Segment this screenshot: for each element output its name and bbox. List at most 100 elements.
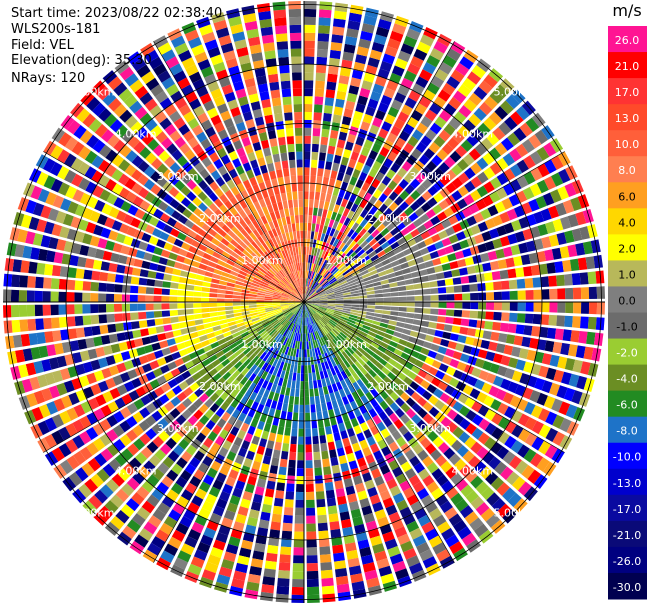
ray-gate: [498, 333, 508, 343]
ray-gate: [217, 289, 226, 294]
ray-gate: [420, 34, 435, 47]
ray-gate: [268, 365, 275, 375]
ray-gate: [416, 419, 428, 431]
ray-gate: [300, 317, 303, 326]
ray-gate: [187, 502, 200, 514]
ray-gate: [201, 308, 210, 313]
ray-gate: [357, 490, 368, 501]
ray-gate: [228, 536, 241, 547]
ray-gate: [518, 216, 530, 229]
ray-gate: [304, 16, 316, 25]
ray-gate: [268, 282, 277, 288]
ray-gate: [319, 304, 328, 307]
ray-gate: [264, 304, 273, 307]
ray-gate: [391, 99, 403, 111]
ray-gate: [268, 73, 279, 83]
ray-gate: [406, 290, 415, 296]
ray-gate: [558, 401, 571, 416]
ray-gate: [414, 302, 423, 307]
ray-gate: [460, 318, 470, 327]
ray-gate: [400, 366, 411, 376]
ray-gate: [228, 274, 238, 280]
ray-gate: [226, 8, 241, 19]
ray-gate: [215, 264, 224, 271]
ray-gate: [387, 180, 398, 191]
ray-gate: [313, 380, 318, 389]
ray-gate: [138, 420, 151, 432]
ray-gate: [291, 586, 304, 596]
ray-gate: [339, 511, 351, 521]
ray-gate: [330, 317, 339, 324]
ray-gate: [304, 309, 307, 318]
ray-gate: [494, 461, 508, 475]
ray-gate: [224, 263, 234, 270]
ray-gate: [108, 333, 118, 344]
ray-gate: [422, 341, 433, 349]
range-ring-label: 1.00km: [241, 254, 283, 267]
ray-gate: [272, 302, 281, 304]
ray-gate: [312, 332, 317, 341]
ray-gate: [241, 405, 251, 415]
ray-gate: [171, 432, 183, 444]
ray-gate: [367, 298, 376, 302]
ray-gate: [48, 237, 59, 250]
ray-gate: [365, 454, 375, 464]
ray-gate: [464, 470, 478, 483]
ray-gate: [326, 210, 333, 219]
ray-gate: [238, 54, 251, 65]
ray-gate: [350, 203, 359, 213]
instrument-label: WLS200s-181: [11, 22, 101, 37]
ray-gate: [307, 586, 320, 596]
ray-gate: [108, 262, 118, 273]
ray-gate: [491, 427, 504, 440]
ray-gate: [241, 539, 253, 550]
ray-gate: [193, 297, 202, 302]
ray-gate: [404, 278, 414, 285]
ray-gate: [405, 419, 416, 431]
ray-gate: [537, 223, 549, 236]
ray-gate: [428, 274, 437, 281]
ray-gate: [206, 107, 219, 119]
ray-gate: [236, 322, 245, 328]
ray-gate: [231, 345, 240, 354]
ray-gate: [210, 283, 219, 289]
ray-gate: [97, 238, 108, 249]
ray-gate: [219, 193, 229, 204]
ray-gate: [276, 169, 283, 178]
ray-gate: [445, 434, 457, 447]
ray-gate: [528, 134, 542, 149]
ray-gate: [484, 437, 497, 450]
ray-gate: [236, 46, 249, 58]
ray-gate: [304, 167, 310, 176]
ray-gate: [249, 232, 257, 241]
ray-gate: [353, 143, 362, 154]
ray-gate: [476, 446, 489, 460]
ray-gate: [340, 267, 349, 274]
ray-gate: [269, 280, 278, 287]
ray-gate: [193, 291, 202, 297]
ray-gate: [278, 418, 286, 428]
ray-gate: [226, 125, 237, 136]
ray-gate: [244, 337, 253, 344]
ray-gate: [319, 395, 326, 404]
ray-gate: [185, 303, 194, 309]
ray-gate: [570, 258, 580, 271]
ray-gate: [513, 205, 525, 218]
ray-gate: [278, 234, 284, 243]
ray-gate: [239, 172, 248, 182]
ray-gate: [308, 279, 312, 287]
ray-gate: [391, 430, 402, 441]
ray-gate: [274, 263, 281, 272]
ray-gate: [471, 64, 486, 79]
ray-gate: [304, 294, 306, 302]
ray-gate: [565, 165, 578, 180]
colorbar-swatch: [608, 546, 647, 574]
ray-gate: [409, 330, 419, 338]
ray-gate: [383, 157, 394, 169]
ray-gate: [106, 313, 115, 323]
ray-gate: [425, 129, 437, 141]
ray-gate: [306, 309, 309, 318]
ray-gate: [163, 371, 174, 382]
ray-gate: [342, 51, 355, 62]
ray-gate: [316, 265, 322, 274]
